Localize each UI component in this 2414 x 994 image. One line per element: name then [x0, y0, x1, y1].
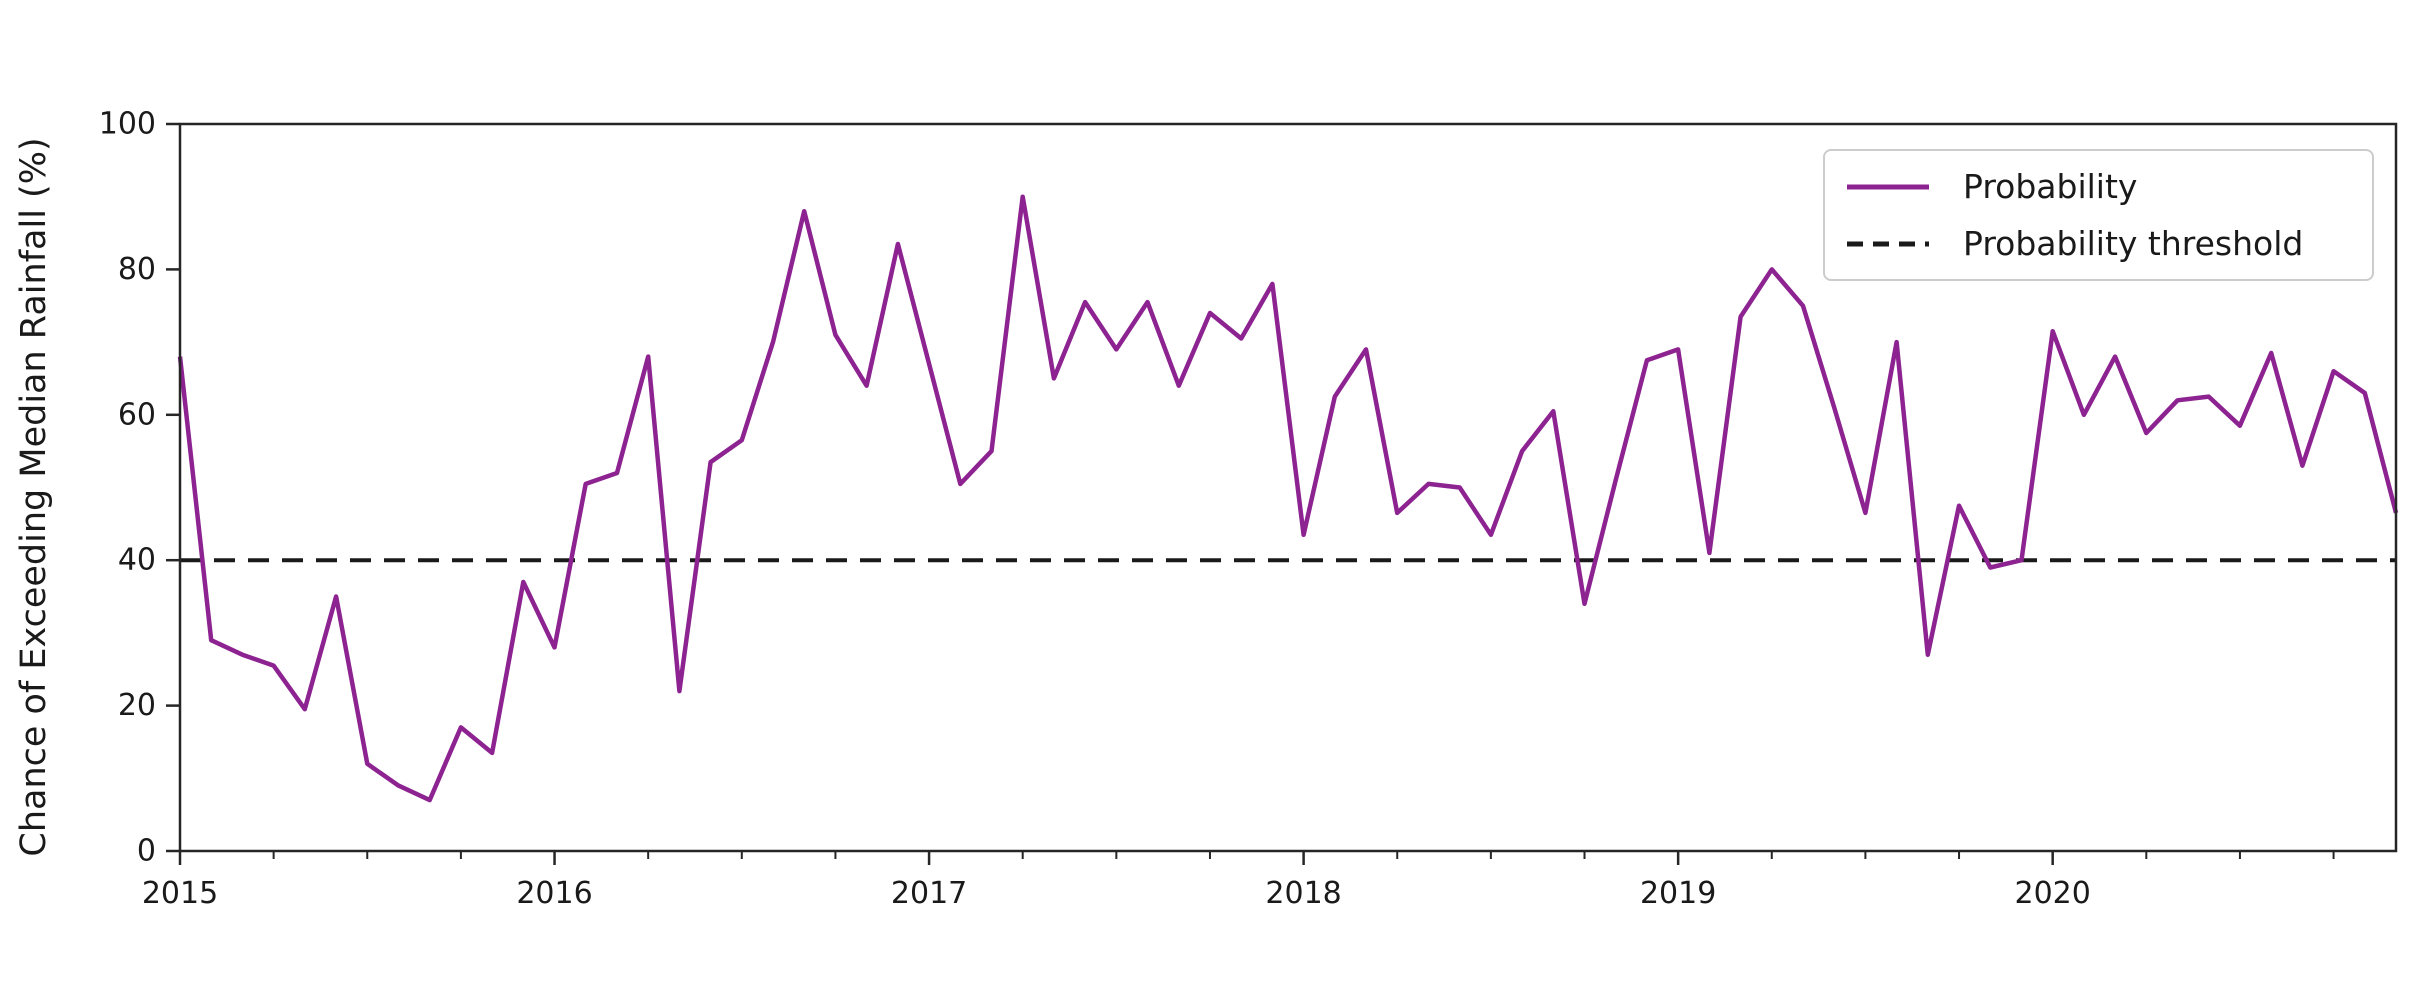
- x-axis-tick-label: 2015: [142, 876, 218, 911]
- y-axis-tick-label: 0: [137, 834, 156, 869]
- y-axis-tick-label: 60: [118, 397, 156, 432]
- threshold-line-sample: [1847, 241, 1929, 246]
- legend-entry-probability: Probability: [1847, 167, 2350, 206]
- legend-entry-threshold: Probability threshold: [1847, 224, 2350, 263]
- x-axis-tick-label: 2019: [1640, 876, 1716, 911]
- x-axis-tick-label: 2016: [516, 876, 592, 911]
- x-axis-tick-label: 2018: [1265, 876, 1341, 911]
- y-axis-tick-label: 20: [118, 688, 156, 723]
- legend-label-threshold: Probability threshold: [1963, 224, 2304, 263]
- y-axis-tick-label: 80: [118, 252, 156, 287]
- plot-border: [178, 122, 2398, 853]
- x-axis-tick-label: 2017: [891, 876, 967, 911]
- legend-label-probability: Probability: [1963, 167, 2138, 206]
- y-axis-tick-label: 40: [118, 543, 156, 578]
- probability-line-sample: [1847, 184, 1929, 189]
- y-axis-tick-label: 100: [99, 107, 156, 142]
- legend: Probability Probability threshold: [1823, 149, 2374, 281]
- y-axis-label: Chance of Exceeding Median Rainfall (%): [14, 137, 54, 857]
- x-axis-tick-label: 2020: [2014, 876, 2090, 911]
- probability-line: [177, 194, 2399, 803]
